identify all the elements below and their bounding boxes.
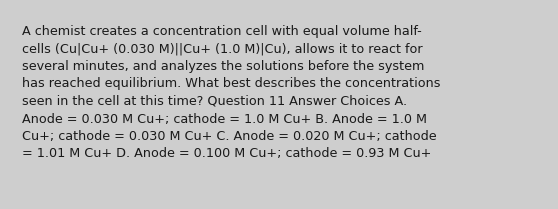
Text: A chemist creates a concentration cell with equal volume half-
cells (Cu|Cu+ (0.: A chemist creates a concentration cell w…	[22, 25, 440, 161]
